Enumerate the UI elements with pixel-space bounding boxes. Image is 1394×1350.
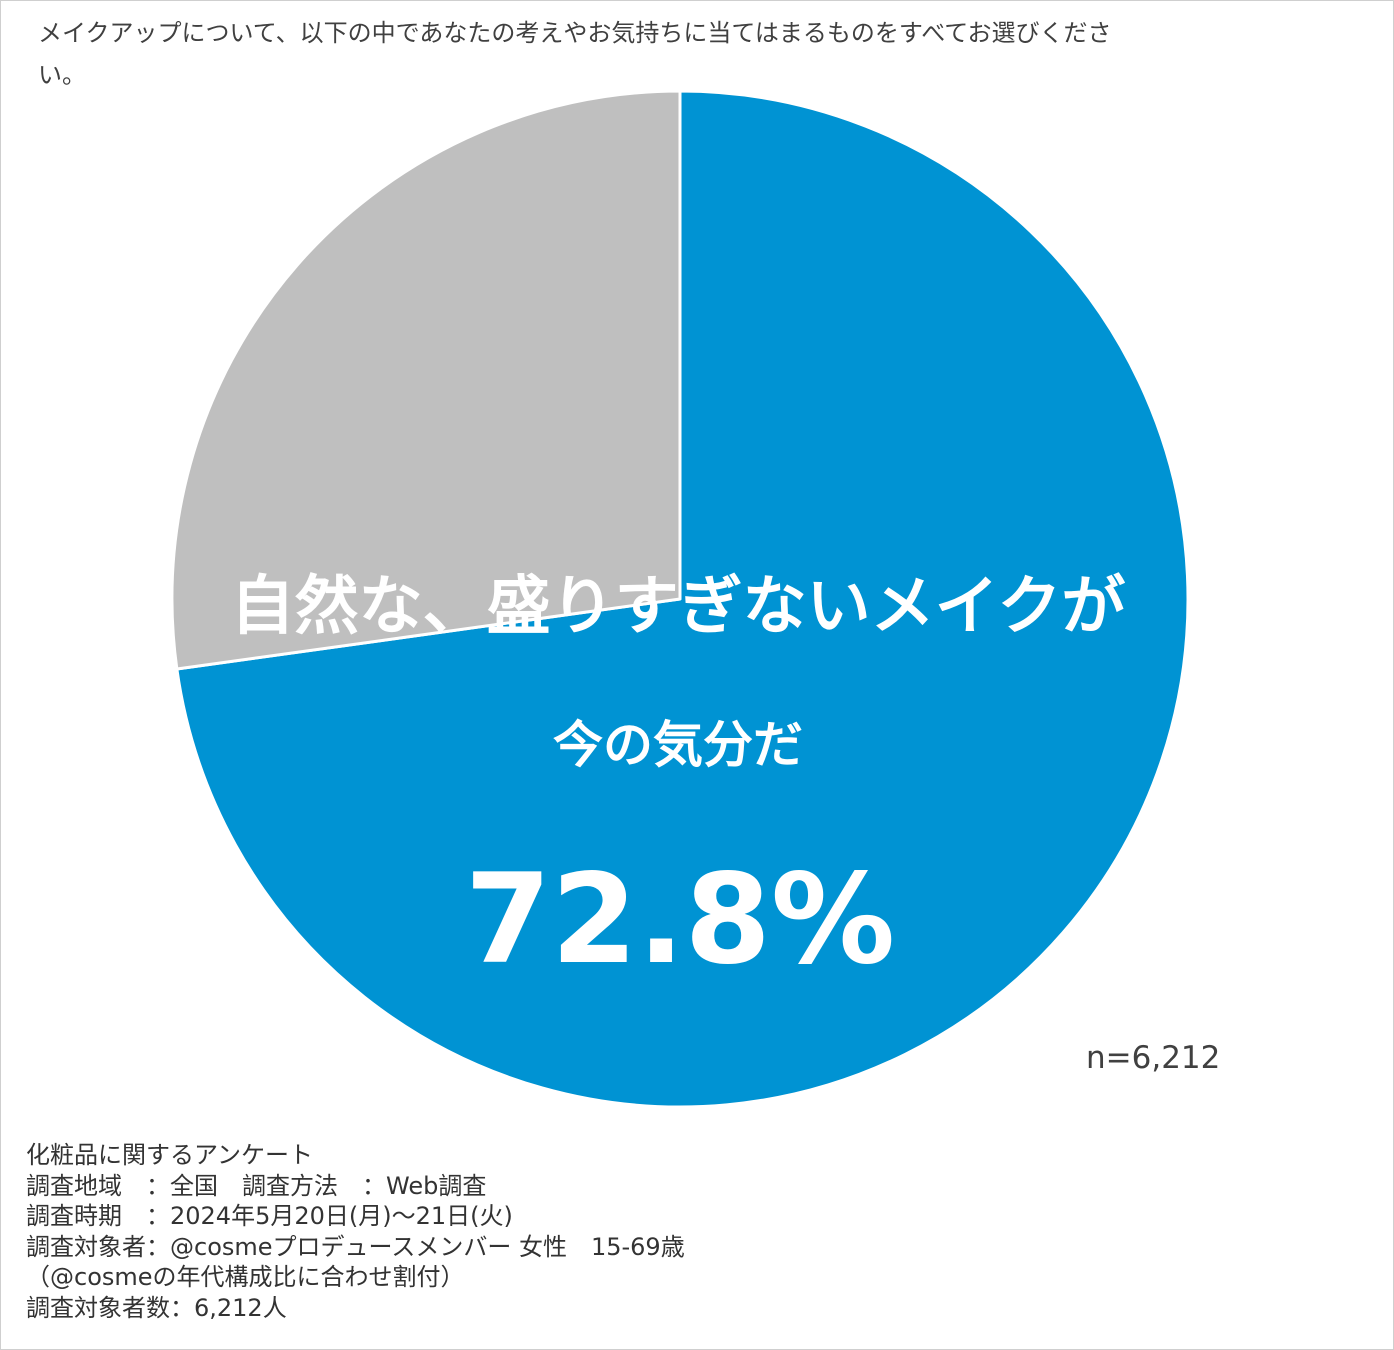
footer-line: 調査時期 ：2024年5月20日(月)～21日(火) bbox=[26, 1202, 513, 1230]
question-text: メイクアップについて、以下の中であなたの考えやお気持ちに当てはまるものをすべてお… bbox=[38, 19, 1112, 89]
footer-line: （@cosmeの年代構成比に合わせ割付） bbox=[26, 1263, 465, 1291]
slice-label-line1: 自然な、盛りすぎないメイクが bbox=[231, 570, 1126, 644]
slice-label-line2: 今の気分だ bbox=[553, 716, 803, 774]
footer-line: 調査地域 ：全国 調査方法 ：Web調査 bbox=[26, 1171, 487, 1200]
slice-value-label: 72.8% bbox=[465, 848, 895, 992]
footer-line: 化粧品に関するアンケート bbox=[26, 1141, 314, 1169]
footer-line: 調査対象者：@cosmeプロデュースメンバー 女性 15-69歳 bbox=[26, 1232, 685, 1261]
footer-line: 調査対象者数：6,212人 bbox=[26, 1293, 287, 1322]
sample-size-label: n=6,212 bbox=[1086, 1040, 1221, 1076]
pie-slice-other bbox=[170, 89, 682, 671]
pie-slice-primary bbox=[175, 89, 1190, 1109]
survey-footer: 化粧品に関するアンケート 調査地域 ：全国 調査方法 ：Web調査 調査時期 ：… bbox=[26, 1140, 685, 1323]
